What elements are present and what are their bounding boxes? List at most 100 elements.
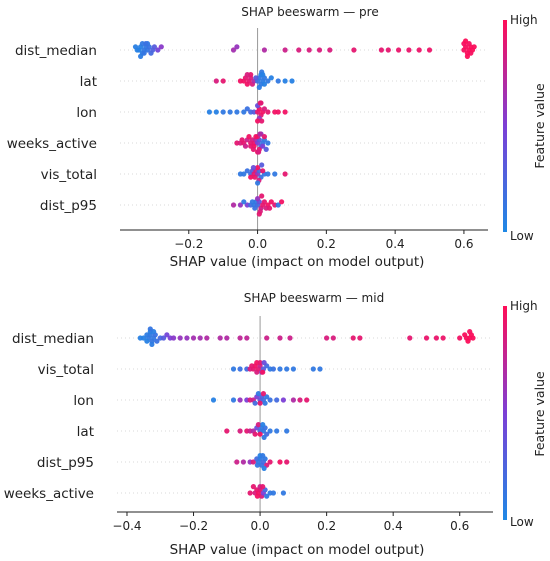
shap-point	[259, 162, 265, 168]
shap-point	[290, 397, 296, 403]
shap-point	[275, 202, 281, 208]
shap-point	[280, 397, 286, 403]
shap-point	[433, 335, 439, 341]
shap-point	[260, 391, 266, 397]
feature-label: weeks_active	[7, 136, 97, 152]
shap-point	[327, 47, 333, 53]
shap-point	[260, 369, 266, 375]
shap-point	[254, 462, 260, 468]
shap-point	[270, 490, 276, 496]
x-tick-label: 0.2	[317, 519, 336, 533]
shap-point	[261, 199, 267, 205]
shap-point	[252, 400, 258, 406]
shap-point	[261, 434, 267, 440]
shap-point	[217, 335, 223, 341]
x-tick-label: 0.4	[384, 519, 403, 533]
shap-point	[253, 75, 259, 81]
feature-label: lon	[76, 105, 97, 121]
shap-point	[440, 335, 446, 341]
shap-point	[220, 78, 226, 84]
shap-point	[284, 366, 290, 372]
beeswarm-panel-mid: SHAP beeswarm — mid dist_median vis_total…	[4, 291, 547, 558]
shap-point	[237, 428, 243, 434]
shap-point	[272, 171, 278, 177]
colorbar-gradient	[503, 20, 507, 232]
feature-label: vis_total	[41, 167, 97, 183]
shap-point	[284, 459, 290, 465]
shap-point	[141, 50, 147, 56]
shap-point	[260, 143, 266, 149]
shap-point	[227, 109, 233, 115]
x-tick-label: 0.6	[454, 237, 473, 251]
shap-point	[244, 335, 250, 341]
shap-point	[260, 168, 266, 174]
shap-point	[268, 199, 274, 205]
shap-point	[253, 134, 259, 140]
shap-point	[237, 397, 243, 403]
shap-point	[241, 171, 247, 177]
shap-point	[317, 366, 323, 372]
shap-point	[246, 134, 252, 140]
shap-point	[244, 168, 250, 174]
shap-point	[396, 47, 402, 53]
shap-point	[465, 338, 471, 344]
shap-point	[284, 428, 290, 434]
shap-point	[310, 366, 316, 372]
shap-point	[287, 335, 293, 341]
shap-point	[257, 400, 263, 406]
shap-point	[224, 335, 230, 341]
feature-label: vis_total	[38, 362, 94, 378]
shap-point	[260, 422, 266, 428]
shap-point	[234, 44, 240, 50]
shap-point	[164, 332, 170, 338]
shap-point	[267, 205, 273, 211]
shap-point	[256, 211, 262, 217]
shap-point	[256, 84, 262, 90]
shap-point	[206, 109, 212, 115]
shap-point	[316, 47, 323, 53]
feature-label: dist_p95	[37, 455, 94, 471]
chart-title: SHAP beeswarm — pre	[241, 5, 378, 19]
shap-point	[138, 53, 144, 60]
shap-point	[277, 366, 283, 372]
shap-point	[262, 400, 268, 406]
shap-point	[259, 118, 265, 124]
shap-point	[264, 394, 270, 400]
shap-point	[282, 171, 288, 177]
shap-point	[426, 47, 433, 53]
shap-point	[155, 47, 161, 53]
shap-point	[237, 202, 243, 208]
shap-point	[275, 78, 281, 84]
feature-label: lon	[73, 393, 94, 409]
colorbar-low-label: Low	[510, 229, 534, 243]
chart-title: SHAP beeswarm — mid	[244, 291, 384, 305]
x-tick-label: 0.4	[386, 237, 405, 251]
shap-point	[244, 72, 250, 78]
feature-label: dist_median	[15, 43, 97, 59]
shap-point	[177, 335, 183, 341]
shap-point	[267, 397, 273, 403]
shap-point	[237, 335, 243, 341]
feature-label: dist_median	[12, 331, 94, 347]
shap-point	[257, 131, 263, 137]
shap-point	[190, 335, 197, 341]
shap-point	[350, 335, 356, 341]
shap-point	[275, 109, 281, 115]
shap-point	[277, 459, 283, 465]
shap-point	[247, 490, 253, 496]
shap-point	[257, 100, 263, 106]
shap-point	[267, 366, 273, 372]
shap-point	[255, 422, 261, 428]
shap-point	[279, 199, 285, 205]
shap-point	[255, 180, 261, 186]
shap-point	[132, 44, 139, 50]
shap-point	[252, 205, 258, 211]
shap-point	[260, 453, 266, 459]
shap-point	[255, 165, 261, 171]
shap-point	[416, 47, 422, 53]
shap-point	[385, 47, 391, 53]
shap-point	[260, 72, 266, 78]
shap-point	[255, 118, 261, 124]
colorbar-gradient	[503, 306, 507, 520]
